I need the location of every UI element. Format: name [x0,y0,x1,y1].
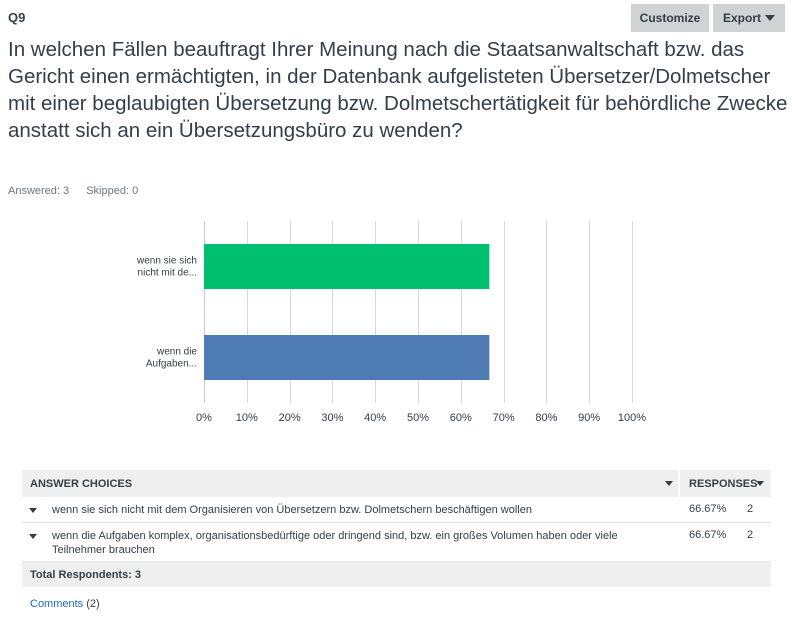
x-tick-label: 40% [364,412,386,424]
response-percent: 66.67% [689,529,727,541]
comments-count: (2) [86,598,100,610]
x-tick-label: 10% [236,412,258,424]
comments-link[interactable]: Comments [30,598,84,610]
question-number: Q9 [8,10,26,25]
bar [204,335,490,380]
category-label: wenn die Aufgaben... [146,347,198,370]
caret-down-icon [765,15,775,21]
x-tick-label: 0% [196,412,212,424]
answer-choice-text: wenn die Aufgaben komplex, organisations… [52,530,618,556]
skipped-count: Skipped: 0 [86,185,139,197]
response-stats: Answered: 3 Skipped: 0 [8,185,152,197]
total-respondents-row: Total Respondents: 3 [22,562,771,587]
export-button[interactable]: Export [713,4,785,32]
bar [204,244,490,289]
x-tick-label: 30% [321,412,343,424]
total-respondents: Total Respondents: 3 [30,569,142,581]
x-tick-label: 20% [279,412,301,424]
sort-responses-icon[interactable] [756,481,764,486]
comments-link-wrap: Comments (2) [30,598,100,610]
x-tick-label: 50% [407,412,429,424]
response-percent: 66.67% [689,503,727,515]
sort-choices-icon[interactable] [665,481,673,486]
response-count: 2 [747,529,754,541]
x-tick-label: 60% [450,412,472,424]
answer-choice-text: wenn sie sich nicht mit dem Organisieren… [52,504,532,516]
header-answer-choices: ANSWER CHOICES [30,478,133,490]
header-responses: RESPONSES [689,478,758,490]
expand-caret-icon[interactable] [29,508,37,513]
x-tick-label: 100% [618,412,646,424]
x-tick-label: 90% [578,412,600,424]
table-header: ANSWER CHOICES RESPONSES [22,470,771,497]
x-tick-label: 80% [535,412,557,424]
category-label: wenn sie sich nicht mit de... [136,256,197,279]
response-count: 2 [747,503,754,515]
table-row: wenn sie sich nicht mit dem Organisieren… [22,497,771,523]
export-label: Export [722,11,761,25]
table-row: wenn die Aufgaben komplex, organisations… [22,523,771,562]
customize-button[interactable]: Customize [631,4,709,32]
expand-caret-icon[interactable] [29,534,37,539]
x-tick-label: 70% [493,412,515,424]
header-divider [678,470,680,497]
question-title: In welchen Fällen beauftragt Ihrer Meinu… [8,38,788,142]
bar-chart: 0% 10% 20% 30% 40% 50% 60% 70% 80% 90% 100% wenn si… [136,221,646,424]
answered-count: Answered: 3 [8,185,70,197]
